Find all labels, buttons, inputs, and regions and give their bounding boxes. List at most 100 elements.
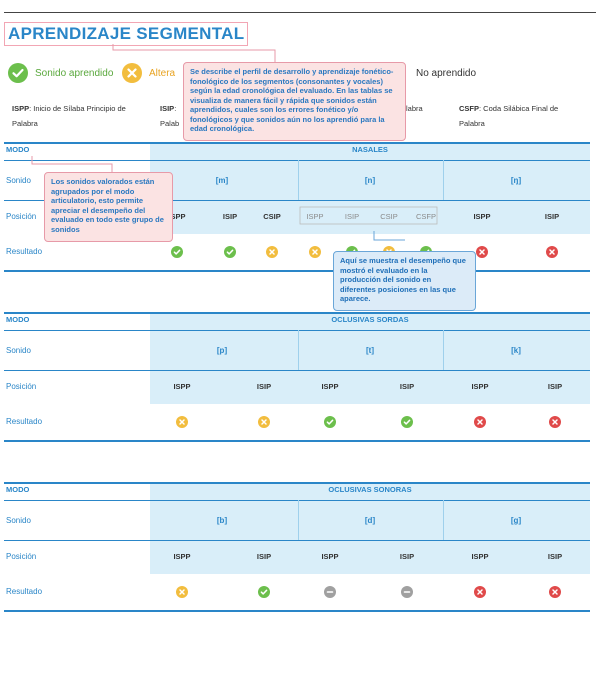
position-label: ISPP [321,552,339,561]
cross-icon [122,63,142,83]
sound-label: [k] [511,346,521,355]
row-label-sonido: Sonido [6,346,31,355]
cross-icon [549,585,561,598]
top-rule [4,12,596,13]
row-label-resultado: Resultado [6,417,43,426]
legend-item-not-learned: No aprendido [416,63,476,83]
sound-label: [d] [364,516,376,525]
sound-label: [n] [364,176,376,185]
check-icon [324,415,336,428]
position-label: ISPP [321,382,339,391]
position-label: ISPP [173,382,191,391]
row-divider [4,200,590,201]
row-label-posicion: Posición [6,212,37,221]
abbr-csip: labra [406,104,423,113]
header-bg [150,312,590,404]
callout-performance: Aquí se muestra el desempeño que mostró … [333,251,476,311]
column-divider [443,330,444,370]
cross-icon [476,245,488,258]
column-divider [298,160,299,200]
column-divider [443,160,444,200]
abbr-ispp: ISPP: Inicio de Sílaba Principio de Palab… [12,104,126,128]
position-label: ISPP [471,382,489,391]
position-label: ISIP [547,552,563,561]
position-label: ISPP [173,552,191,561]
position-label: CSFP [415,212,436,221]
check-icon [8,63,28,83]
table-oclusivas-sordas: MODO OCLUSIVAS SORDAS Sonido Posición Result… [4,312,590,442]
legend-label: Sonido aprendido [35,67,114,79]
abbr-isip: ISIP: Palab [160,104,180,128]
row-divider [4,160,590,161]
group-title: OCLUSIVAS SORDAS [331,315,409,324]
group-title: OCLUSIVAS SONORAS [328,485,412,494]
modo-label: MODO [6,315,30,324]
table-nasales: MODO NASALES Sonido Posición Resultado [m] [n]… [4,142,590,272]
page-title: APRENDIZAJE SEGMENTAL [4,22,249,46]
row-divider [4,270,590,272]
legend-label: No aprendido [416,67,477,79]
row-divider [4,142,590,144]
sound-label: [m] [215,176,229,185]
row-divider [4,500,590,501]
column-divider [298,500,299,540]
table-oclusivas-sonoras: MODO OCLUSIVAS SONORAS Sonido Posición Resul… [4,482,590,612]
header-bg [150,142,590,234]
check-icon [224,245,236,258]
column-divider [298,330,299,370]
position-label: CSIP [380,212,398,221]
row-label-sonido: Sonido [6,516,31,525]
sound-label: [p] [216,346,228,355]
position-label: ISPP [306,212,324,221]
position-label: ISIP [547,382,563,391]
row-label-resultado: Resultado [6,587,43,596]
column-divider [443,500,444,540]
position-label: ISIP [399,382,415,391]
row-divider [4,370,590,371]
row-divider [4,330,590,331]
minus-icon [324,585,336,598]
row-divider [4,540,590,541]
position-label: ISPP [473,212,491,221]
cross-icon [309,245,321,258]
cross-icon [546,245,558,258]
legend-item-altered: Altera [122,63,175,83]
cross-icon [176,585,188,598]
modo-label: MODO [6,485,30,494]
row-label-posicion: Posición [6,552,37,561]
check-icon [401,415,413,428]
position-label: ISIP [222,212,238,221]
group-title: NASALES [352,145,388,154]
legend-label: Altera [149,67,176,79]
position-label: ISIP [256,382,272,391]
position-label: ISPP [168,212,186,221]
row-divider [4,440,590,442]
minus-icon [401,585,413,598]
sound-label: [g] [510,516,522,525]
position-label: ISPP [471,552,489,561]
check-icon [258,585,270,598]
position-label: ISIP [399,552,415,561]
check-icon [171,245,183,258]
legend-item-correct: Sonido aprendido [8,63,113,83]
position-label: CSIP [263,212,281,221]
cross-icon [474,415,486,428]
sound-label: [t] [366,346,374,355]
cross-icon [549,415,561,428]
cross-icon [258,415,270,428]
row-divider [4,610,590,612]
row-label-resultado: Resultado [6,247,43,256]
sound-label: [ŋ] [510,176,522,185]
row-label-sonido: Sonido [6,176,31,185]
header-bg [150,482,590,574]
position-label: ISIP [256,552,272,561]
cross-icon [266,245,278,258]
modo-label: MODO [6,145,30,154]
row-divider [4,312,590,314]
callout-profile: Se describe el perfil de desarrollo y ap… [183,62,406,141]
abbr-csfp: CSFP: Coda Silábica Final de Palabra [459,104,559,128]
cross-icon [474,585,486,598]
row-divider [4,482,590,484]
position-label: ISIP [544,212,560,221]
